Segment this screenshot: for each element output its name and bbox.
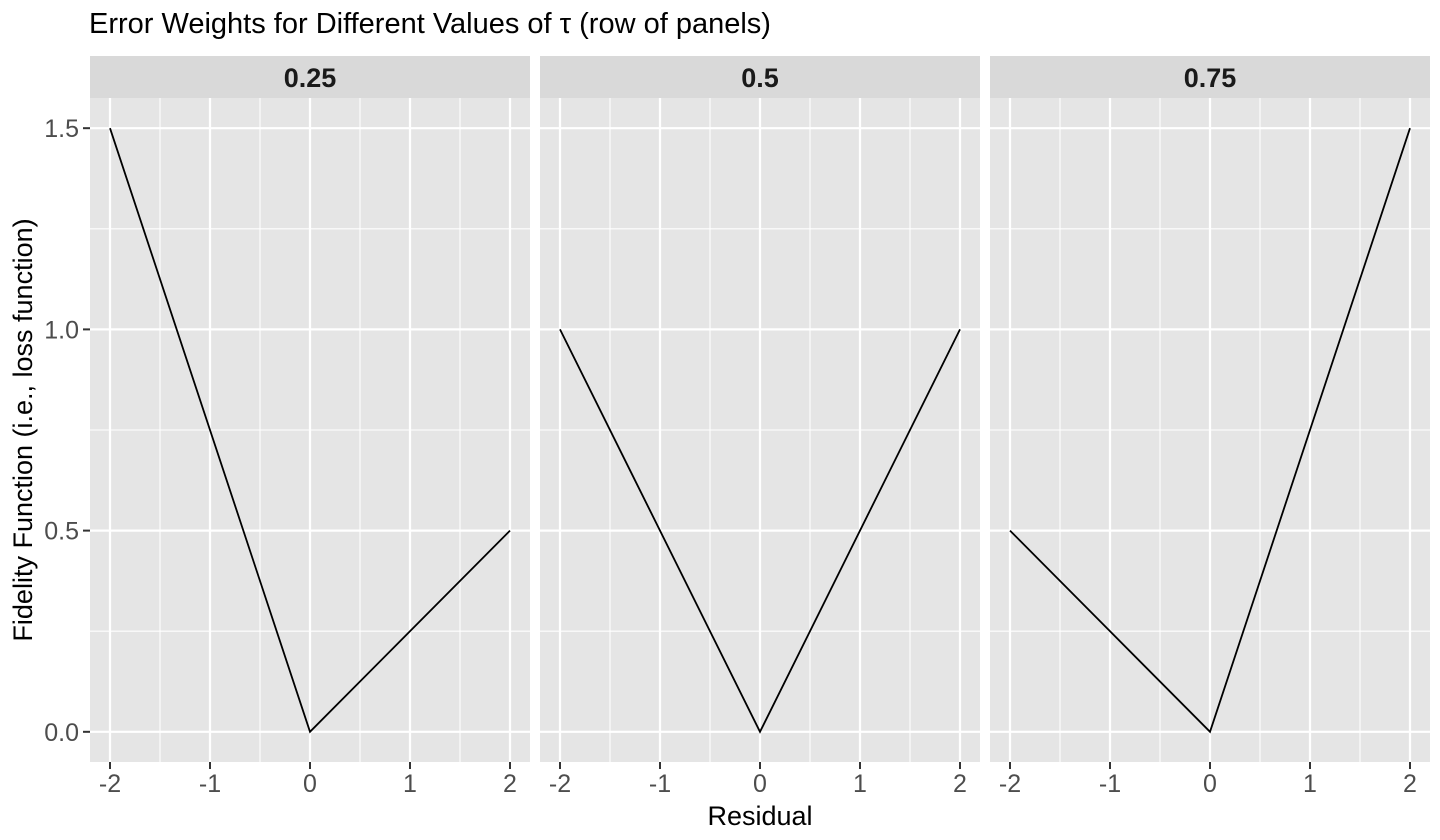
panel-strip xyxy=(90,56,530,98)
series-line xyxy=(1009,127,1411,734)
series-line xyxy=(559,328,961,734)
y-tick-label: 1.0 xyxy=(44,316,79,344)
panels: 0.25 -2 -1 0 1 2 0.5 -2 -1 0 1 2 0.75 -2 -1 0 1 2 xyxy=(90,56,1430,798)
y-axis: 0.0 0.5 1.0 1.5 xyxy=(44,115,90,747)
y-tick-label: 1.5 xyxy=(44,115,79,143)
x-tick-label: 0 xyxy=(303,770,317,798)
y-tick-label: 0.5 xyxy=(44,518,79,546)
panel-strip-label: 0.5 xyxy=(741,63,779,93)
x-tick-label: 0 xyxy=(753,770,767,798)
x-tick-label: 2 xyxy=(503,770,517,798)
x-tick-label: -1 xyxy=(199,770,221,798)
x-tick-label: -2 xyxy=(999,770,1021,798)
x-tick-label: 1 xyxy=(853,770,867,798)
y-tick-label: 0.0 xyxy=(44,719,79,747)
y-axis-title: Fidelity Function (i.e., loss function) xyxy=(8,218,38,641)
x-tick-label: 1 xyxy=(1303,770,1317,798)
panel-strip-label: 0.25 xyxy=(284,63,337,93)
x-tick-label: -1 xyxy=(1099,770,1121,798)
panel-0.25: 0.25 -2 -1 0 1 2 xyxy=(90,56,530,798)
x-tick-label: 2 xyxy=(953,770,967,798)
x-tick-label: 1 xyxy=(403,770,417,798)
panel-strip-label: 0.75 xyxy=(1184,63,1237,93)
x-tick-label: -2 xyxy=(549,770,571,798)
x-tick-label: 0 xyxy=(1203,770,1217,798)
chart-title: Error Weights for Different Values of τ … xyxy=(89,8,771,40)
x-tick-label: -1 xyxy=(649,770,671,798)
x-tick-label: -2 xyxy=(99,770,121,798)
x-tick-label: 2 xyxy=(1403,770,1417,798)
panel-0.5: 0.5 -2 -1 0 1 2 xyxy=(540,56,980,798)
panel-strip xyxy=(540,56,980,98)
x-axis-title: Residual xyxy=(707,801,812,831)
series-line xyxy=(109,127,511,734)
panel-strip xyxy=(990,56,1430,98)
panel-0.75: 0.75 -2 -1 0 1 2 xyxy=(990,56,1430,798)
